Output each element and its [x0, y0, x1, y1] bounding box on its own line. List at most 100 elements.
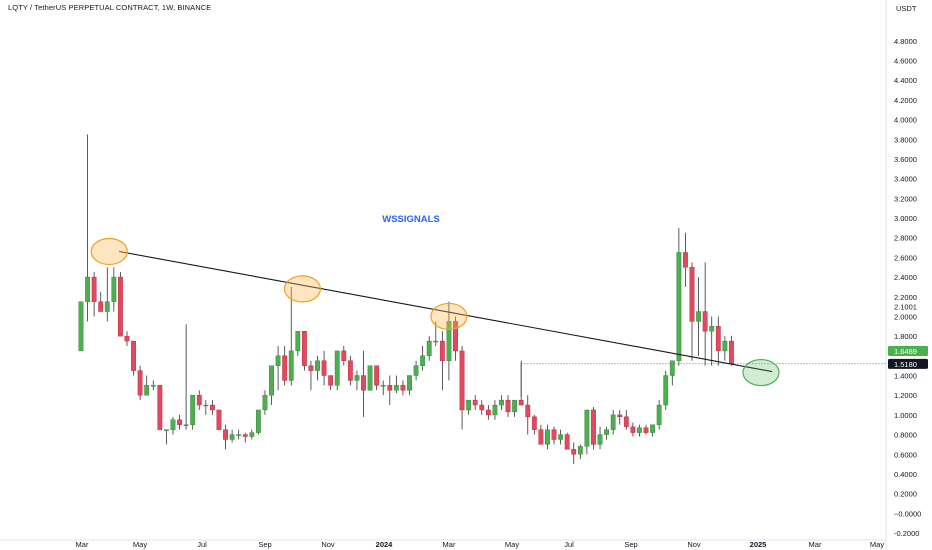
candle-body-up — [466, 399, 472, 411]
x-tick-label: Jul — [197, 540, 207, 549]
drawing-layer[interactable] — [90, 237, 780, 387]
y-tick-label: 4.8000 — [894, 37, 917, 46]
candle-body-down — [157, 385, 163, 430]
candle-body-up — [413, 365, 419, 376]
candle — [610, 409, 616, 435]
candle-body-down — [387, 385, 393, 391]
candle-body-down — [630, 426, 636, 433]
candle — [387, 375, 393, 406]
candle-body-up — [650, 424, 655, 433]
candle — [545, 424, 550, 450]
candle — [249, 429, 255, 440]
candle — [538, 424, 544, 445]
candle — [374, 365, 380, 391]
candle — [308, 360, 314, 391]
candle-body-up — [203, 404, 209, 407]
y-tick-label: 2.2000 — [894, 293, 917, 302]
candle — [295, 331, 301, 356]
y-tick-label: 4.4000 — [894, 76, 917, 85]
x-tick-label: 2025 — [750, 540, 767, 549]
candle — [413, 360, 419, 381]
time-axis[interactable]: Mar May Jul Sep Nov 2024 Mar May Jul Sep Nov 2025 Ma… — [76, 540, 885, 549]
candle — [393, 375, 399, 394]
candle-body-down — [321, 360, 327, 376]
candle-body-down — [196, 394, 202, 406]
candle-body-up — [111, 276, 117, 302]
candle — [604, 426, 610, 440]
y-tick-label: 4.2000 — [894, 96, 917, 105]
candle-body-up — [545, 429, 550, 445]
candle — [663, 370, 669, 410]
y-tick-label: 2.6000 — [894, 253, 917, 262]
candle-body-down — [301, 331, 307, 366]
resistance-trendline — [119, 250, 773, 373]
candle-body-up — [85, 276, 90, 302]
candle-body-down — [439, 340, 445, 361]
candle — [571, 442, 577, 465]
candle-body-up — [288, 350, 294, 381]
candle-body-up — [584, 409, 590, 447]
candle — [518, 360, 524, 406]
candle — [118, 272, 123, 337]
candle-body-down — [374, 365, 380, 386]
candle — [236, 429, 242, 440]
candle-body-up — [334, 350, 340, 386]
candle — [453, 316, 458, 361]
chart-title: LQTY / TetherUS PERPETUAL CONTRACT, 1W, … — [8, 3, 212, 12]
candle — [577, 444, 583, 460]
candle-body-up — [558, 434, 564, 440]
candle-body-up — [722, 340, 728, 352]
candle — [78, 301, 84, 352]
candle — [439, 331, 445, 391]
candle-body-down — [91, 276, 97, 302]
candle — [177, 414, 182, 430]
y-tick-label: 4.6000 — [894, 57, 917, 66]
candle — [696, 277, 701, 356]
candle-body-up — [367, 365, 373, 391]
candle — [269, 365, 274, 406]
candle-body-down — [538, 429, 544, 445]
y-tick-label: 3.2000 — [894, 194, 917, 203]
candle — [275, 345, 281, 391]
candle — [347, 355, 353, 386]
candle-body-up — [104, 301, 110, 312]
orange-highlight-circle — [430, 302, 468, 331]
candle — [190, 394, 196, 430]
candle-body-up — [577, 446, 583, 455]
candle-body-up — [407, 375, 412, 391]
candle — [426, 336, 432, 361]
y-tick-label: 1.8000 — [894, 332, 917, 341]
x-tick-label: Mar — [76, 540, 89, 549]
y-tick-label: 3.8000 — [894, 135, 917, 144]
green-highlight-circle — [742, 358, 780, 387]
y-tick-label: −0.0000 — [894, 509, 921, 518]
candle-body-down — [525, 404, 531, 418]
x-tick-label: May — [505, 540, 519, 549]
candle-body-down — [341, 350, 347, 361]
candle — [492, 400, 498, 420]
x-tick-label: May — [870, 540, 884, 549]
candle-body-down — [551, 429, 557, 440]
candle — [479, 400, 485, 415]
candle-body-up — [446, 321, 452, 361]
candle-body-down — [472, 399, 478, 406]
y-tick-label: 0.6000 — [894, 450, 917, 459]
candle-body-up — [164, 429, 169, 431]
candle-body-up — [492, 404, 498, 416]
candle — [407, 375, 412, 396]
candle-body-down — [689, 267, 695, 322]
candle-body-down — [131, 340, 136, 371]
candle-body-down — [124, 335, 130, 342]
candle-body-down — [715, 326, 721, 352]
candle — [223, 424, 228, 450]
y-tick-label: 1.4000 — [894, 372, 917, 381]
candle — [715, 316, 721, 366]
candle — [367, 365, 373, 391]
candle-body-down — [308, 365, 314, 371]
candle — [650, 424, 655, 437]
candle — [242, 432, 248, 443]
y-tick-label: 3.4000 — [894, 175, 917, 184]
candle — [709, 316, 715, 366]
